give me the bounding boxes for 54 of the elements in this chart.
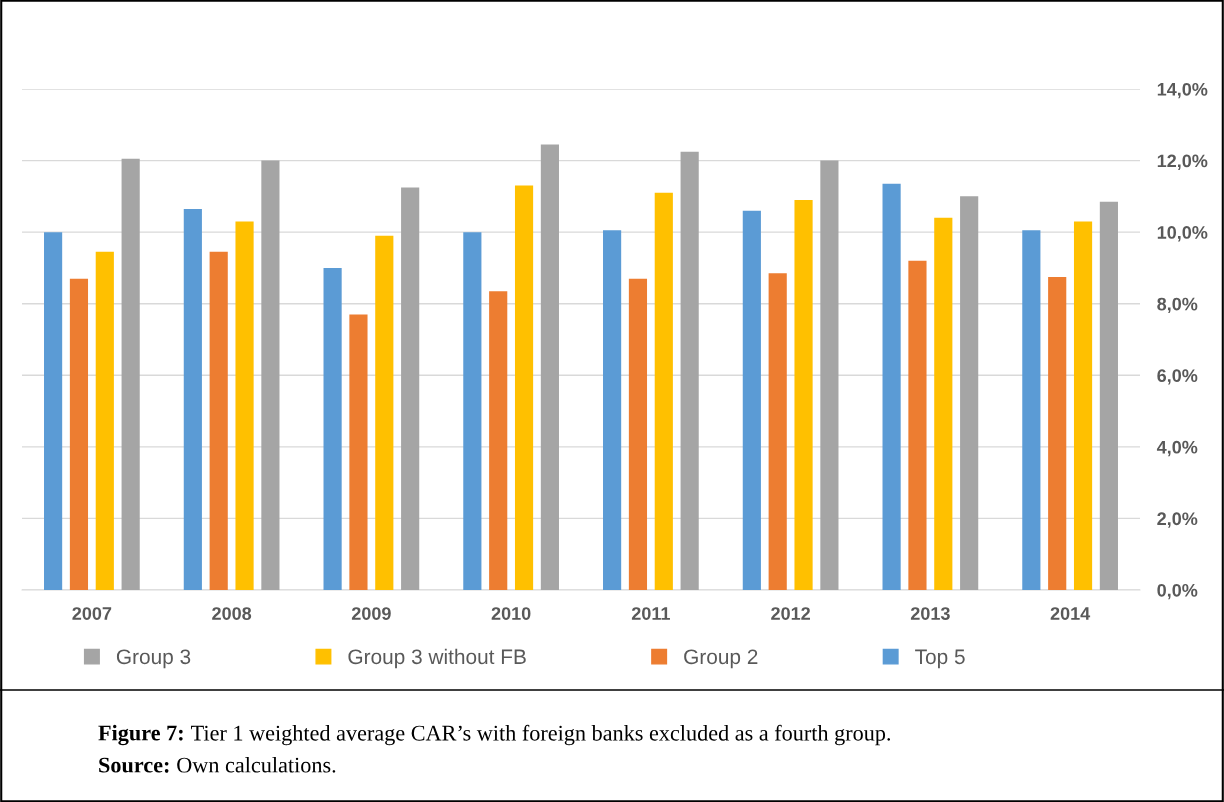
bar (820, 160, 839, 590)
bar (121, 158, 140, 590)
bar (680, 151, 699, 590)
bar (463, 232, 482, 590)
bar (1099, 201, 1118, 590)
bar (401, 187, 420, 590)
y-tick-label: 4,0% (1156, 440, 1198, 457)
bar (960, 196, 979, 590)
y-tick-label: 6,0% (1157, 369, 1198, 385)
bar (1073, 221, 1093, 590)
y-tick-label: 10,0% (1157, 226, 1208, 242)
bar (375, 235, 394, 590)
bar (934, 217, 953, 590)
x-tick-label: 2010 (491, 607, 531, 620)
y-tick-label: 12,0% (1157, 154, 1208, 170)
bar (183, 208, 202, 590)
bar (323, 267, 342, 590)
bar (349, 314, 368, 590)
legend-label: Group 3 (116, 649, 191, 669)
bar (69, 278, 89, 590)
y-tick-label: 2,0% (1157, 512, 1198, 528)
bar (794, 199, 813, 590)
bar (489, 291, 508, 590)
bar (628, 278, 648, 590)
bar (603, 230, 622, 590)
bar (1048, 276, 1067, 590)
y-tick-label: 8,0% (1157, 297, 1198, 314)
bar (882, 183, 901, 590)
legend-label: Top 5 (915, 649, 965, 669)
source-note: Source: Own calculations. (99, 756, 336, 773)
x-tick-label: 2012 (771, 607, 810, 620)
caption: Figure 7: Tier 1 weighted average CAR’s with foreign banks excluded as a fourth group. (98, 724, 891, 746)
x-tick-label: 2007 (72, 607, 112, 620)
bar (768, 273, 787, 590)
x-tick-label: 2011 (631, 607, 670, 620)
legend-label: Group 3 without FB (348, 648, 526, 669)
y-tick-label: 14,0% (1157, 82, 1208, 99)
x-tick-label: 2009 (351, 607, 391, 620)
bar (44, 232, 63, 590)
bar (654, 192, 673, 590)
x-tick-label: 2014 (1050, 607, 1091, 620)
bar (235, 221, 254, 590)
bar (908, 260, 927, 590)
bar (1022, 230, 1041, 590)
bar (514, 185, 534, 590)
bar (540, 144, 559, 590)
bar (95, 251, 114, 590)
y-tick-label: 0,0% (1157, 583, 1198, 600)
bar (261, 160, 280, 590)
x-tick-label: 2008 (212, 607, 252, 620)
legend-label: Group 2 (684, 649, 758, 669)
bar (742, 210, 761, 590)
x-tick-label: 2013 (910, 607, 950, 620)
bar (209, 251, 228, 590)
